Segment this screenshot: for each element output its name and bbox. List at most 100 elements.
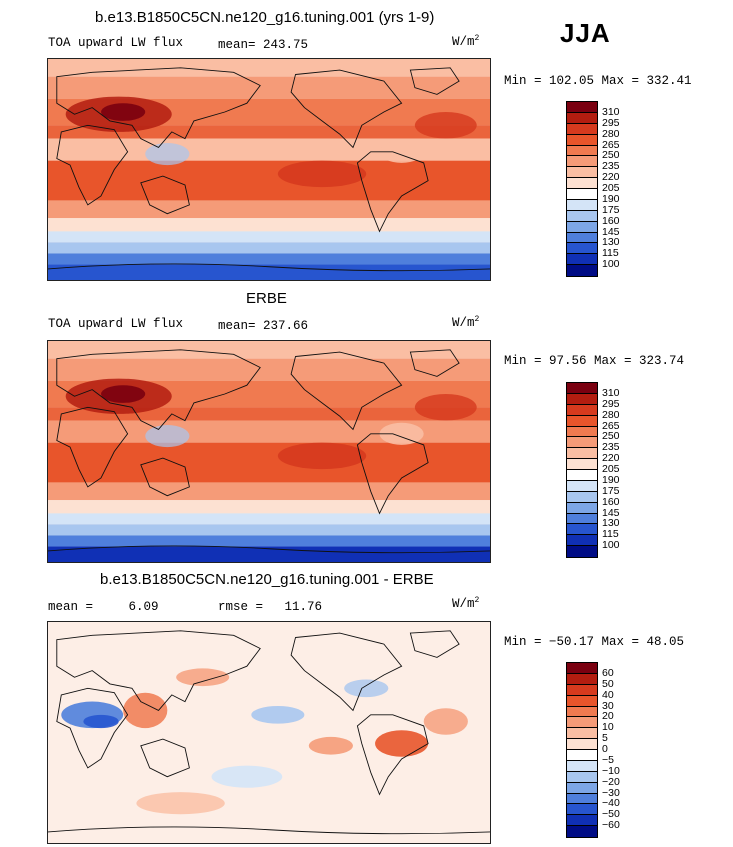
colorbar-swatch (567, 826, 597, 837)
field-band (48, 482, 490, 501)
field-band (48, 442, 490, 483)
colorbar-swatch (567, 448, 597, 460)
colorbar-tick-label: 205 (602, 182, 620, 194)
panel-2-variable-label: TOA upward LW flux (48, 317, 184, 331)
field-blob (251, 705, 305, 724)
coastline (290, 69, 403, 149)
colorbar-swatch (567, 782, 597, 794)
field-blob (379, 140, 424, 163)
panel-1-map (47, 58, 491, 281)
colorbar-swatch (567, 265, 597, 276)
colorbar-tick-label: 310 (602, 386, 620, 399)
colorbar-swatch (567, 750, 597, 761)
field-band (48, 125, 490, 139)
panel-3-mean: mean = 6.09 (48, 600, 159, 614)
colorbar-swatch (567, 524, 597, 536)
field-band (48, 407, 490, 421)
field-blob (101, 103, 146, 121)
colorbar-tick-label: 130 (602, 236, 620, 249)
coastline (290, 351, 403, 431)
colorbar-swatch (567, 426, 597, 438)
colorbar-tick-label: 250 (602, 149, 620, 162)
colorbar-tick-label: 0 (602, 743, 608, 755)
field-band (48, 218, 490, 232)
panel-1-units: W/m2 (452, 34, 480, 50)
coastline (409, 349, 460, 377)
colorbar-swatch (567, 739, 597, 750)
colorbar-tick-label: 265 (602, 419, 620, 432)
field-blob (83, 714, 119, 729)
colorbar-tick-label: 310 (602, 105, 620, 118)
field-blob (176, 668, 230, 687)
panel-3-map (47, 621, 491, 844)
panel-1-minmax: Min = 102.05 Max = 332.41 (504, 74, 692, 88)
coastline (56, 67, 261, 148)
panel-1-colorbar (566, 101, 598, 277)
field-blob (123, 692, 168, 729)
colorbar-tick-label: 295 (602, 397, 620, 410)
season-label: JJA (560, 18, 611, 48)
colorbar-swatch (567, 663, 597, 674)
colorbar-tick-label: 5 (602, 732, 608, 745)
colorbar-tick-label: 205 (602, 463, 620, 475)
colorbar-swatch (567, 102, 597, 113)
colorbar-tick-label: −10 (602, 764, 620, 777)
colorbar-tick-label: 60 (602, 666, 614, 679)
colorbar-tick-label: 145 (602, 225, 620, 238)
coastline (48, 263, 490, 272)
field-blob (145, 142, 190, 166)
field-band (48, 524, 490, 536)
colorbar-tick-label: 115 (602, 528, 619, 541)
field-band (48, 200, 490, 219)
colorbar-swatch (567, 491, 597, 503)
coastline (356, 714, 429, 796)
coastline (56, 630, 261, 711)
colorbar-tick-label: 295 (602, 116, 620, 129)
colorbar-swatch (567, 695, 597, 707)
coastline (290, 632, 403, 712)
colorbar-swatch (567, 546, 597, 557)
panel-3-title: b.e13.B1850C5CN.ne120_g16.tuning.001 - E… (100, 571, 434, 588)
colorbar-swatch (567, 804, 597, 816)
colorbar-swatch (567, 404, 597, 416)
colorbar-swatch (567, 470, 597, 481)
colorbar-tick-label: −5 (602, 753, 614, 766)
field-blob (308, 736, 353, 755)
field-blob (101, 385, 146, 403)
colorbar-swatch (567, 156, 597, 168)
panel-2-title: ERBE (246, 290, 287, 307)
field-blob (277, 160, 367, 188)
coastline (56, 687, 129, 769)
colorbar-tick-label: 280 (602, 408, 620, 421)
field-band (48, 59, 490, 77)
panel-1-mean: mean= 243.75 (218, 38, 309, 52)
field-band (48, 231, 490, 243)
field-blob (414, 112, 477, 139)
colorbar-tick-label: 20 (602, 710, 614, 723)
colorbar-tick-label: 190 (602, 473, 620, 486)
field-band (48, 546, 490, 562)
colorbar-swatch (567, 167, 597, 179)
coastline (56, 349, 261, 430)
field-blob (211, 765, 283, 788)
colorbar-swatch (567, 112, 597, 124)
panel-2-colorbar (566, 382, 598, 558)
colorbar-swatch (567, 760, 597, 772)
colorbar-tick-label: 160 (602, 214, 620, 227)
field-blob (379, 422, 424, 445)
colorbar-swatch (567, 793, 597, 805)
colorbar-swatch (567, 134, 597, 146)
panel-1-title: b.e13.B1850C5CN.ne120_g16.tuning.001 (yr… (95, 9, 435, 26)
colorbar-swatch (567, 178, 597, 189)
panel-3-rmse: rmse = 11.76 (218, 600, 323, 614)
colorbar-tick-label: −20 (602, 775, 620, 788)
colorbar-swatch (567, 415, 597, 427)
panel-2-units: W/m2 (452, 315, 480, 331)
panel-1-variable-label: TOA upward LW flux (48, 36, 184, 50)
colorbar-tick-label: 220 (602, 452, 620, 465)
field-band (48, 513, 490, 525)
colorbar-swatch (567, 684, 597, 696)
colorbar-tick-label: 235 (602, 160, 620, 173)
field-blob (423, 708, 468, 735)
coastline (140, 738, 190, 778)
